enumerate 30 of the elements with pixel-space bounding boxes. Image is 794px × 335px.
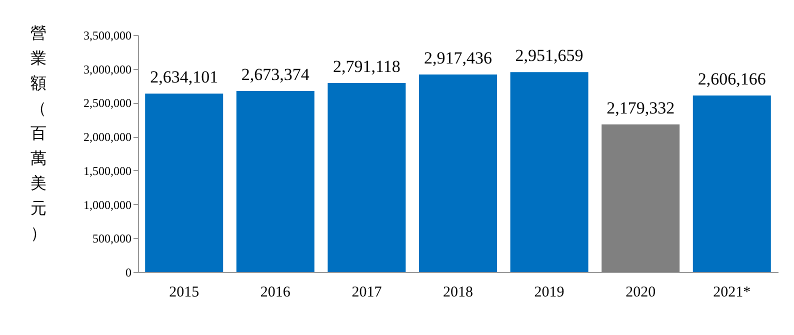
y-tick-label: 1,500,000 xyxy=(84,164,132,178)
bar xyxy=(602,124,680,272)
y-tick-label: 2,500,000 xyxy=(84,96,132,110)
x-tick-label: 2020 xyxy=(626,284,656,300)
y-tick-label: 3,500,000 xyxy=(84,28,132,42)
data-label: 2,951,659 xyxy=(515,46,584,66)
y-tick-label: 0 xyxy=(126,266,132,280)
data-label: 2,917,436 xyxy=(424,48,492,68)
data-label: 2,634,101 xyxy=(150,68,218,87)
y-tick-label: 3,000,000 xyxy=(84,62,132,76)
y-tick-label: 1,000,000 xyxy=(84,198,132,212)
x-tick-label: 2019 xyxy=(534,284,564,300)
bar xyxy=(145,94,224,272)
x-tick-label: 2016 xyxy=(260,284,291,300)
y-tick-label: 500,000 xyxy=(92,232,132,246)
x-tick-label: 2021* xyxy=(713,284,751,300)
x-tick-label: 2017 xyxy=(352,284,382,300)
bar xyxy=(236,90,314,272)
data-label: 2,791,118 xyxy=(333,57,400,76)
bar xyxy=(419,74,497,272)
data-label: 2,673,374 xyxy=(241,64,310,84)
data-label: 2,179,332 xyxy=(606,98,675,118)
bar xyxy=(328,83,406,272)
data-label: 2,606,166 xyxy=(698,70,766,89)
bar xyxy=(510,72,588,272)
bar xyxy=(692,96,771,272)
y-tick-label: 2,000,000 xyxy=(84,130,132,144)
x-tick-label: 2018 xyxy=(443,284,473,300)
x-tick-label: 2015 xyxy=(169,284,200,300)
text: 營業額（百萬美元） xyxy=(30,24,46,242)
